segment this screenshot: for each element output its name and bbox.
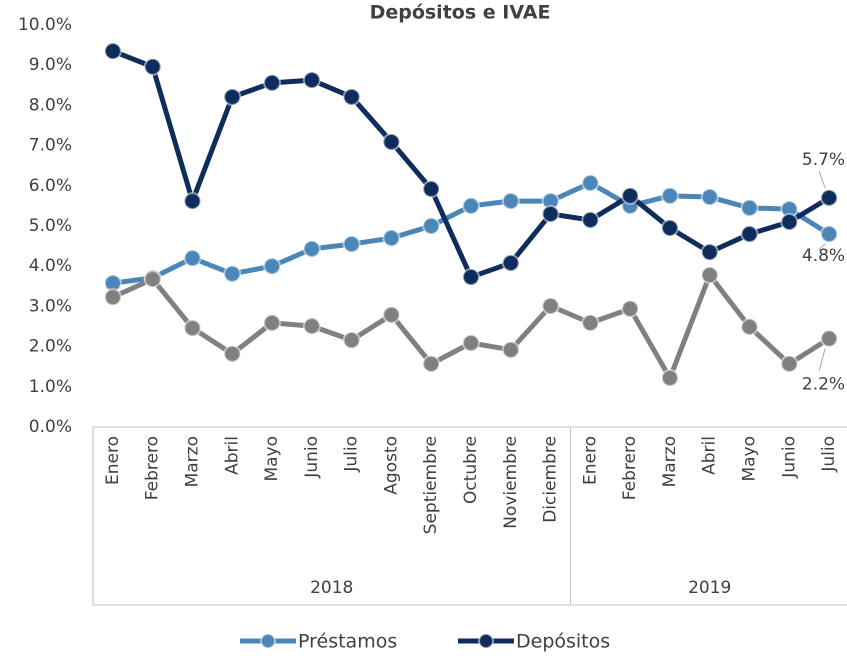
label-leader	[818, 171, 826, 189]
series-marker	[302, 239, 321, 258]
series-marker	[740, 225, 759, 244]
series-marker	[103, 42, 122, 61]
series-marker	[422, 180, 441, 199]
series-marker	[223, 87, 242, 106]
data-label: 5.7%	[802, 150, 845, 170]
series-marker	[183, 319, 202, 338]
series-marker	[820, 329, 839, 348]
data-label: 4.8%	[802, 246, 845, 266]
x-tick-label: Julio	[342, 436, 362, 473]
data-label: 2.2%	[802, 375, 845, 395]
series-marker	[660, 219, 679, 238]
x-tick-label: Julio	[819, 436, 839, 473]
y-tick-label: 4.0%	[29, 256, 72, 276]
series-marker	[660, 368, 679, 387]
x-tick-label: Enero	[580, 436, 600, 485]
series-marker	[660, 186, 679, 205]
series-marker	[143, 57, 162, 76]
x-tick-label: Junio	[779, 436, 799, 479]
series-marker	[342, 331, 361, 350]
series-line	[111, 272, 831, 381]
series-marker	[422, 354, 441, 373]
x-tick-label: Marzo	[182, 436, 202, 487]
series-marker	[581, 313, 600, 332]
x-tick-label: Enero	[103, 436, 123, 485]
series-marker	[462, 196, 480, 215]
series-marker	[302, 317, 321, 336]
x-tick-label: Octubre	[461, 436, 481, 504]
series-marker	[462, 333, 480, 352]
series-marker	[382, 132, 401, 151]
series-marker	[183, 249, 202, 268]
label-leader	[818, 243, 826, 250]
legend-marker	[478, 633, 494, 649]
y-tick-label: 7.0%	[29, 136, 72, 156]
legend-marker	[260, 633, 276, 649]
series-marker	[382, 305, 401, 324]
x-tick-label: Diciembre	[541, 436, 561, 523]
series-marker	[820, 225, 839, 244]
series-marker	[541, 204, 560, 223]
y-tick-label: 10.0%	[18, 15, 72, 35]
series-marker	[700, 243, 719, 262]
series-marker	[780, 212, 799, 231]
series-marker	[223, 264, 242, 283]
x-tick-label: Mayo	[740, 436, 760, 482]
series-marker	[103, 288, 122, 307]
series-marker	[501, 192, 520, 211]
x-tick-label: Septiembre	[421, 436, 441, 534]
series-marker	[462, 268, 480, 287]
series-marker	[621, 299, 640, 318]
series-marker	[263, 257, 282, 276]
series-marker	[581, 173, 600, 192]
series-marker	[263, 73, 282, 92]
series-marker	[700, 266, 719, 285]
label-leader	[818, 348, 826, 371]
series-marker	[223, 344, 242, 363]
x-tick-label: Abril	[700, 436, 720, 475]
series-marker	[740, 198, 759, 217]
y-tick-label: 3.0%	[29, 296, 72, 316]
y-tick-label: 9.0%	[29, 55, 72, 75]
x-tick-label: Febrero	[143, 436, 163, 500]
x-tick-label: Febrero	[620, 436, 640, 500]
series-marker	[263, 313, 282, 332]
y-tick-label: 0.0%	[29, 417, 72, 437]
series-marker	[700, 188, 719, 207]
series-marker	[342, 235, 361, 254]
chart-title: Depósitos e IVAE	[370, 2, 551, 24]
y-tick-label: 2.0%	[29, 337, 72, 357]
x-tick-label: Mayo	[262, 436, 282, 482]
x-tick-label: Agosto	[381, 436, 401, 495]
legend-label: Préstamos	[298, 631, 397, 653]
series-marker	[382, 229, 401, 248]
y-tick-label: 6.0%	[29, 176, 72, 196]
x-tick-label: Noviembre	[501, 436, 521, 529]
series-marker	[501, 340, 520, 359]
y-tick-label: 8.0%	[29, 95, 72, 115]
series-marker	[302, 71, 321, 90]
series-marker	[820, 188, 839, 207]
x-tick-label: Marzo	[660, 436, 680, 487]
y-tick-label: 1.0%	[29, 377, 72, 397]
series-marker	[541, 296, 560, 315]
series-marker	[143, 270, 162, 289]
series-line	[111, 48, 831, 280]
series-marker	[621, 186, 640, 205]
y-tick-label: 5.0%	[29, 216, 72, 236]
series-marker	[422, 217, 441, 235]
series-marker	[183, 192, 202, 211]
series-marker	[740, 317, 759, 336]
series-marker	[581, 210, 600, 229]
series-marker	[780, 354, 799, 373]
group-label: 2018	[310, 578, 353, 598]
legend-label: Depósitos	[516, 631, 610, 653]
series-marker	[342, 87, 361, 106]
x-tick-label: Abril	[222, 436, 242, 475]
series-marker	[501, 253, 520, 272]
group-label: 2019	[688, 578, 731, 598]
x-tick-label: Junio	[302, 436, 322, 479]
